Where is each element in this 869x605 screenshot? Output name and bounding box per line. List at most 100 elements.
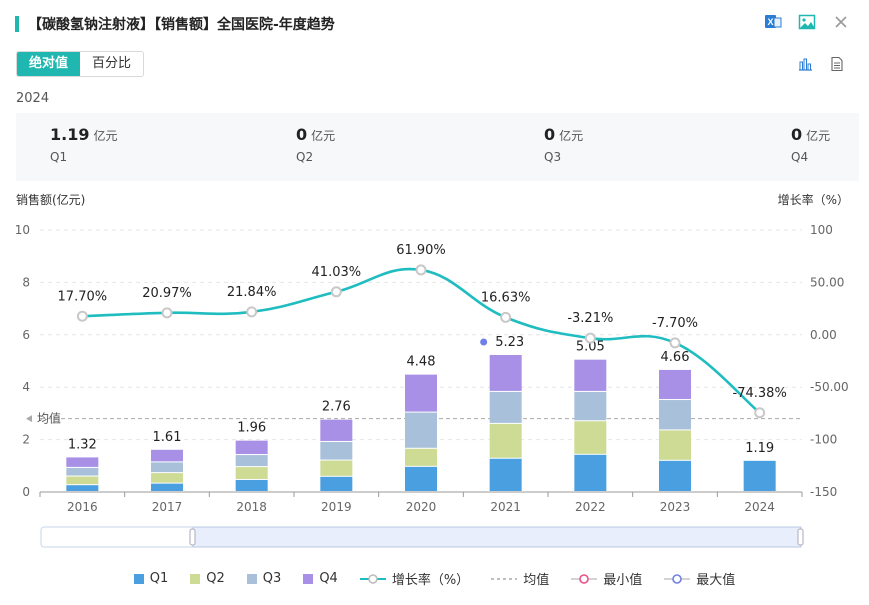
y2-tick-label: 50.00	[810, 275, 844, 289]
bar-segment-q1	[659, 460, 691, 491]
bar-segment-q4	[405, 374, 437, 412]
x-tick-label: 2017	[152, 500, 183, 514]
y-tick-label: 6	[22, 328, 30, 342]
bar-segment-q1	[574, 454, 607, 491]
bar-segment-q4	[659, 369, 691, 400]
bar-segment-q2	[151, 473, 183, 483]
bar-segment-q2	[66, 476, 99, 485]
top-toolbar: X	[763, 12, 851, 32]
x-tick-label: 2023	[660, 500, 691, 514]
growth-point	[754, 407, 766, 419]
growth-point	[669, 337, 681, 349]
bar-segment-q4	[235, 440, 268, 455]
kpi-q4: 0 亿元 Q4	[791, 125, 830, 164]
y2-tick-label: -50.00	[810, 380, 849, 394]
bar-total-label: 4.66	[661, 350, 690, 365]
view-switch	[795, 54, 847, 74]
chart-legend: Q1 Q2 Q3 Q4 增长率（%） 均值 最小值 最大值	[0, 569, 869, 588]
kpi-value: 0	[791, 125, 803, 144]
close-icon[interactable]	[831, 12, 851, 32]
zoom-slider-window	[192, 526, 802, 548]
kpi-quarter: Q1	[50, 150, 68, 164]
growth-point	[415, 264, 427, 276]
bar-segment-q1	[405, 466, 437, 491]
bar-segment-q1	[151, 483, 183, 491]
bar-total-label: 5.05	[576, 340, 605, 355]
chart-title: 【碳酸氢钠注射液】【销售额】全国医院-年度趋势	[28, 17, 335, 33]
growth-point	[330, 286, 342, 298]
legend-q2[interactable]: Q2	[190, 569, 225, 588]
y2-axis-title: 增长率（%）	[777, 193, 849, 207]
growth-label: -3.21%	[567, 311, 613, 326]
kpi-unit: 亿元	[93, 129, 118, 143]
bar-segment-q1	[235, 479, 268, 491]
max-marker	[480, 338, 488, 346]
legend-min-swatch	[571, 573, 598, 584]
legend-swatch	[190, 573, 201, 584]
x-tick-label: 2021	[490, 500, 521, 514]
value-mode-toggle: 绝对值 百分比	[16, 51, 145, 77]
growth-label: -74.38%	[733, 386, 787, 401]
growth-label: -7.70%	[652, 316, 698, 331]
kpi-quarter: Q3	[544, 150, 562, 164]
percent-tab[interactable]: 百分比	[80, 52, 144, 76]
legend-label: Q4	[319, 571, 338, 586]
bar-total-label: 5.23	[495, 335, 524, 350]
absolute-value-tab[interactable]: 绝对值	[17, 52, 81, 76]
zoom-handle-right	[797, 528, 804, 546]
kpi-q3: 0 亿元 Q3	[544, 125, 583, 164]
bar-segment-q3	[235, 455, 268, 467]
bar-segment-q2	[574, 421, 607, 454]
legend-min[interactable]: 最小值	[571, 569, 642, 588]
bar-segment-q2	[489, 423, 522, 458]
growth-point	[76, 310, 88, 322]
bar-segment-q4	[489, 354, 522, 391]
y2-tick-label: -150	[810, 485, 837, 499]
x-tick-label: 2016	[67, 500, 98, 514]
bar-segment-q3	[66, 467, 99, 476]
growth-label: 21.84%	[227, 285, 277, 300]
bar-segment-q3	[151, 462, 183, 473]
bar-segment-q2	[659, 430, 691, 460]
bar-segment-q1	[320, 476, 353, 491]
legend-label: Q3	[262, 571, 282, 586]
legend-label: 最小值	[603, 573, 643, 588]
x-tick-label: 2024	[744, 500, 775, 514]
y2-tick-label: 0.00	[810, 328, 837, 342]
bar-segment-q3	[574, 391, 607, 421]
legend-q3[interactable]: Q3	[246, 569, 282, 588]
bar-segment-q4	[66, 457, 99, 467]
bar-segment-q3	[405, 412, 437, 448]
legend-max[interactable]: 最大值	[664, 569, 735, 588]
growth-label: 41.03%	[312, 265, 362, 280]
x-tick-label: 2019	[321, 500, 352, 514]
bar-segment-q1	[66, 485, 99, 491]
kpi-value: 0	[544, 125, 556, 144]
image-export-icon[interactable]	[797, 12, 817, 32]
kpi-unit: 亿元	[311, 129, 336, 143]
kpi-unit: 亿元	[559, 129, 584, 143]
growth-point	[246, 306, 258, 318]
legend-swatch	[133, 573, 144, 584]
legend-label: 增长率（%）	[391, 573, 470, 588]
bar-segment-q4	[151, 449, 183, 462]
legend-mean[interactable]: 均值	[491, 569, 549, 588]
legend-q4[interactable]: Q4	[303, 569, 338, 588]
growth-label: 20.97%	[142, 286, 192, 301]
bar-chart-view-icon[interactable]	[795, 54, 815, 74]
x-tick-label: 2022	[575, 500, 606, 514]
svg-text:X: X	[767, 17, 773, 27]
bar-segment-q1	[743, 460, 776, 491]
legend-growth[interactable]: 增长率（%）	[359, 569, 470, 588]
y2-tick-label: -100	[810, 433, 837, 447]
legend-q1[interactable]: Q1	[133, 569, 168, 588]
table-view-icon[interactable]	[827, 54, 847, 74]
legend-dash-swatch	[491, 577, 518, 580]
kpi-value: 1.19	[50, 125, 90, 144]
bar-segment-q3	[489, 391, 522, 423]
growth-point	[584, 332, 596, 344]
bar-segment-q4	[320, 419, 353, 441]
excel-export-icon[interactable]: X	[763, 12, 783, 32]
bar-segment-q3	[320, 441, 353, 460]
y-tick-label: 2	[22, 433, 30, 447]
